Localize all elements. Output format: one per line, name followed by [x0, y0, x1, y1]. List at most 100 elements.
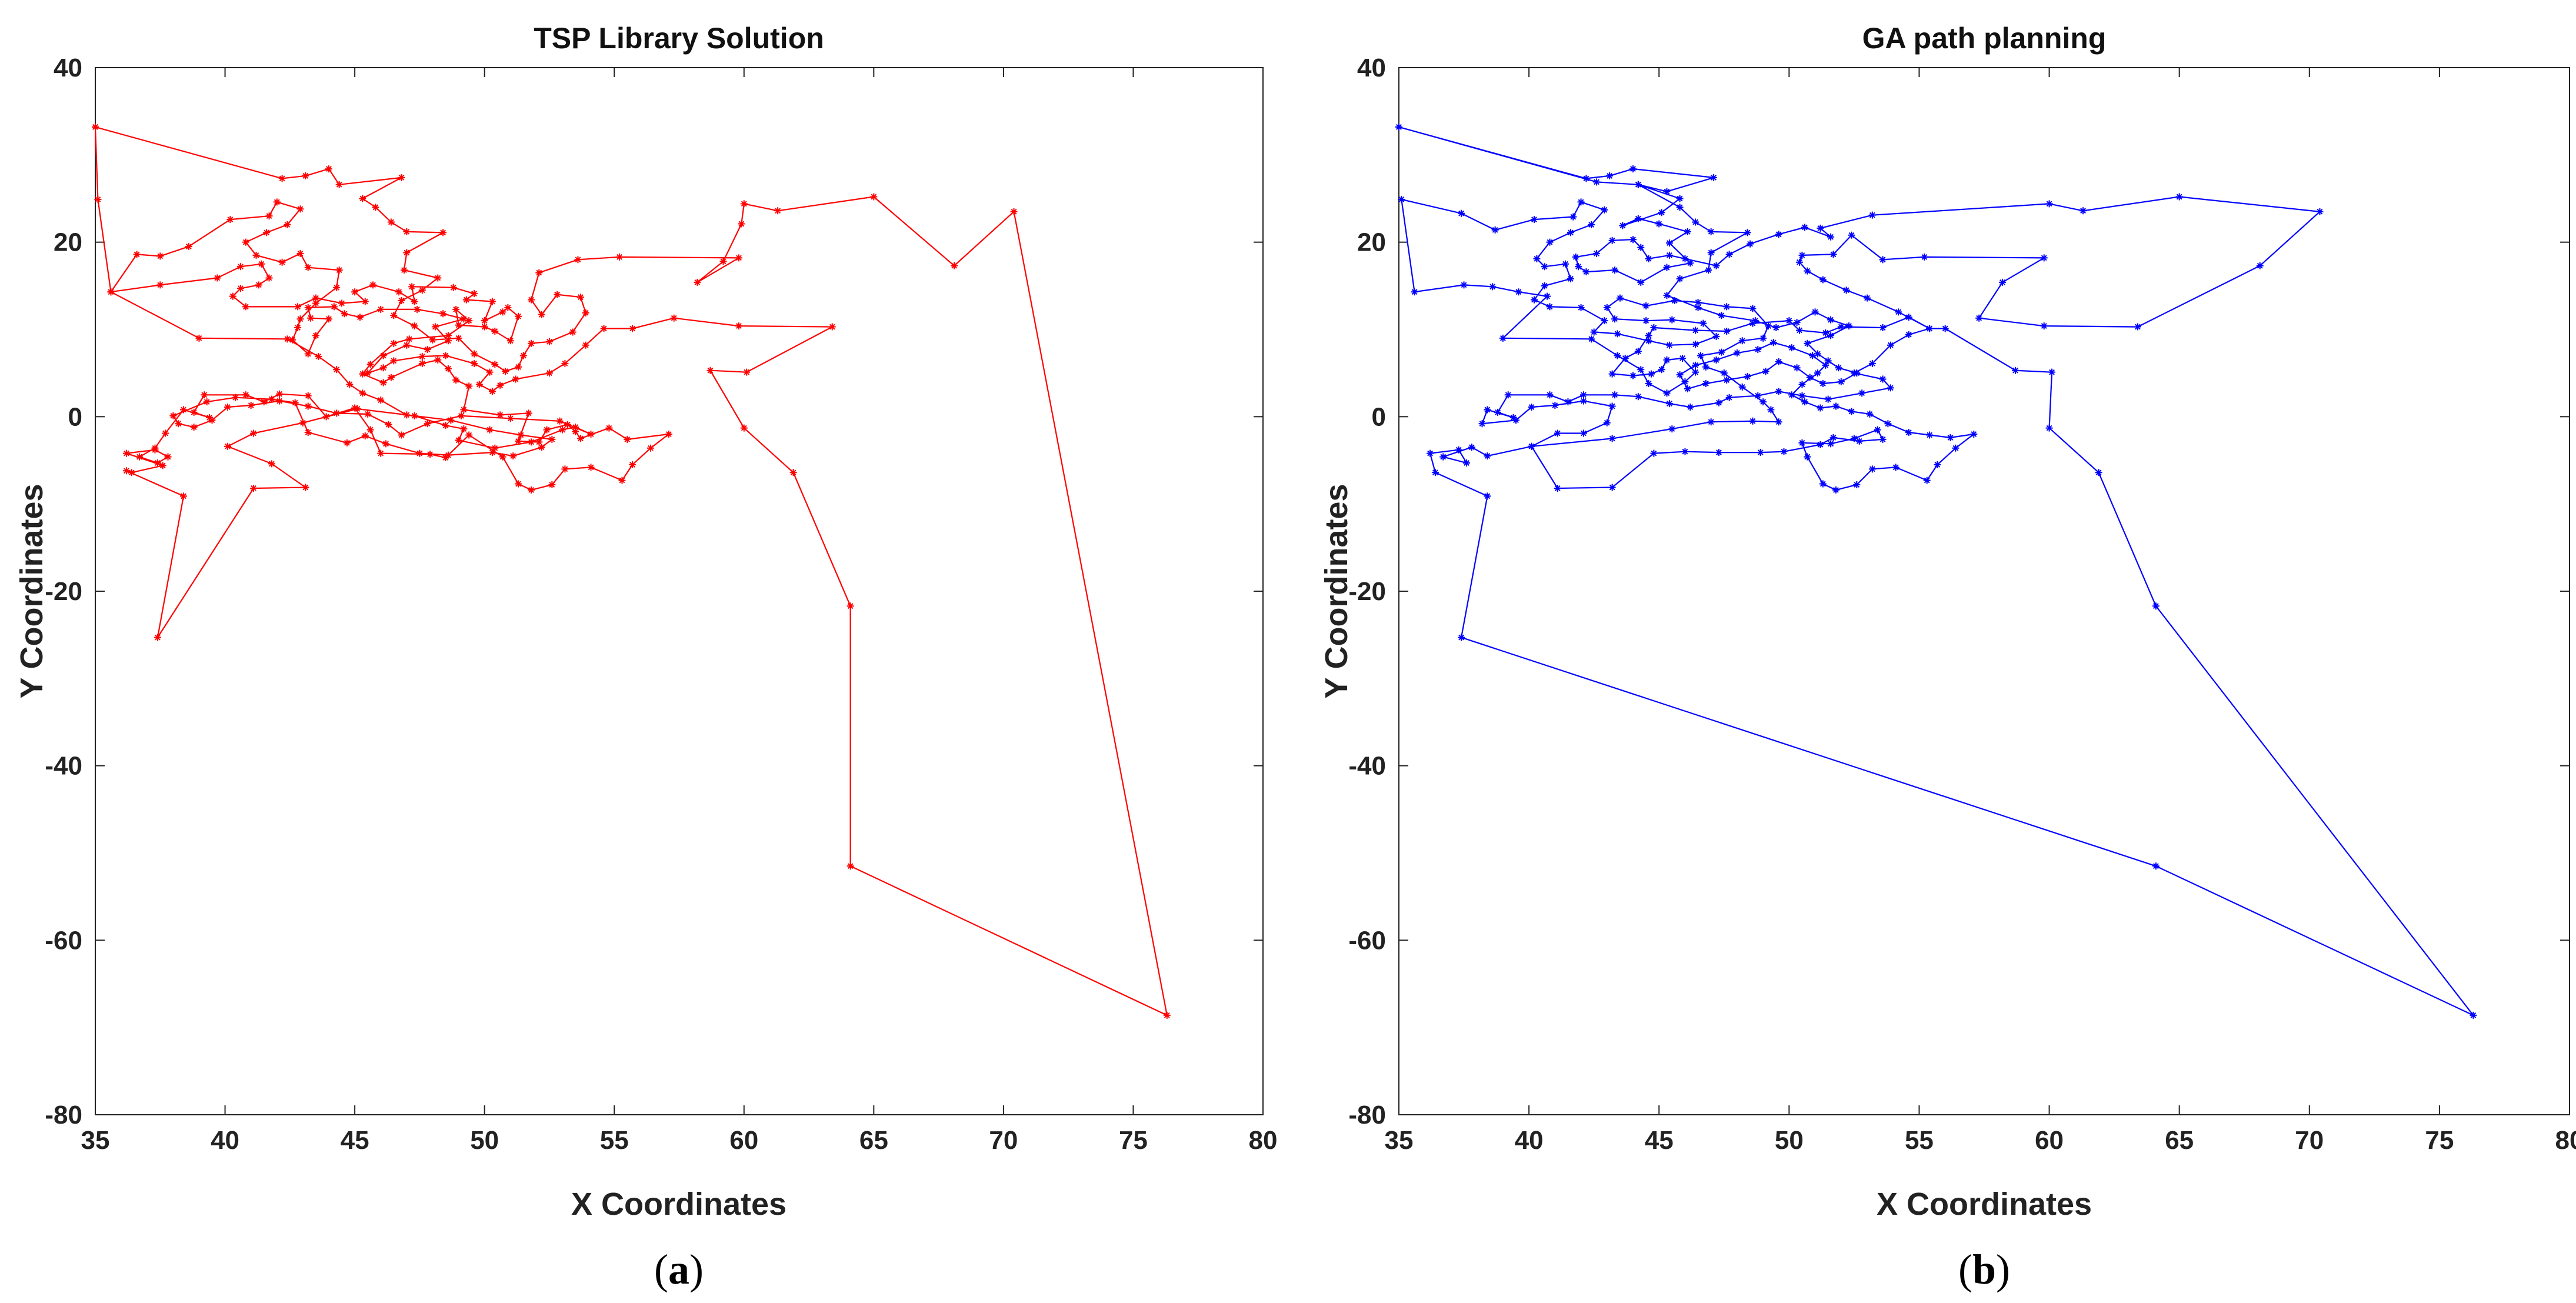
panel-a-data-point — [449, 284, 457, 291]
panel-b-data-point — [1499, 334, 1507, 342]
panel-b-data-point — [1577, 304, 1585, 311]
panel-a-data-point — [390, 357, 398, 365]
panel-a-data-point — [486, 368, 494, 376]
panel-b-y-tick-label: -20 — [1348, 577, 1386, 606]
panel-a-data-point — [346, 381, 354, 388]
panel-a-x-tick-label: 80 — [1249, 1126, 1278, 1155]
panel-b-data-point — [1835, 364, 1842, 372]
panel-b-x-ticks: 35 40 45 50 55 60 65 70 75 80 — [1385, 68, 2576, 1155]
panel-b-data-point — [1824, 395, 1832, 403]
panel-a-data-point — [465, 382, 473, 390]
panel-b-data-point — [1775, 358, 1782, 365]
panel-a-data-point — [237, 285, 245, 292]
panel-a-data-point — [159, 462, 166, 469]
panel-a-data-point — [302, 172, 309, 179]
panel-b-data-point — [1676, 204, 1684, 211]
panel-b-data-point — [1848, 231, 1855, 239]
panel-a-data-point — [789, 469, 797, 476]
panel-a-data-point — [431, 323, 439, 331]
panel-b-data-point — [1832, 486, 1839, 494]
panel-a-data-point — [411, 322, 418, 330]
panel-b-data-point — [1905, 331, 1912, 338]
panel-b-data-point — [1829, 251, 1837, 258]
panel-a-data-point — [214, 274, 221, 282]
panel-b-data-point — [1837, 378, 1845, 385]
panel-a-data-point — [504, 304, 512, 311]
panel-b-y-tick-label: 40 — [1357, 54, 1386, 82]
panel-a-data-point — [400, 266, 408, 274]
panel-b-data-point — [1541, 263, 1548, 271]
panel-b-data-point — [1608, 236, 1616, 244]
panel-b-data-point — [1998, 278, 2006, 286]
panel-a-data-point — [156, 252, 164, 260]
panel-b-data-point — [1715, 449, 1722, 456]
panel-a-data-point — [263, 229, 271, 236]
panel-a-data-point — [387, 374, 395, 381]
panel-b-data-point — [1554, 484, 1561, 492]
panel-a-data-point — [265, 212, 273, 220]
panel-a-data-point — [390, 339, 398, 347]
panel-b-data-point — [1645, 337, 1652, 345]
panel-a-data-point — [743, 368, 751, 376]
panel-b-data-point — [1590, 328, 1598, 336]
panel-a-data-point — [364, 369, 372, 377]
panel-a-data-point — [185, 243, 192, 251]
panel-b-data-point — [1588, 221, 1595, 228]
panel-a-data-point — [548, 481, 556, 489]
panel-a-data-point — [255, 281, 262, 289]
panel-b-data-point — [1804, 267, 1811, 275]
panel-a-data-point — [312, 332, 319, 339]
panel-b-data-point — [1663, 264, 1671, 271]
panel-b-data-point — [1827, 332, 1835, 339]
panel-a-data-point — [576, 294, 584, 301]
panel-a-data-point — [444, 337, 452, 345]
panel-a-data-point — [377, 396, 385, 404]
panel-b-data-point — [1431, 469, 1439, 476]
panel-b-data-point — [1780, 448, 1788, 455]
panel-a-data-point — [870, 193, 878, 201]
panel-b-data-point — [1614, 352, 1621, 359]
panel-a-data-point — [379, 379, 387, 386]
panel-b-series — [1395, 123, 2477, 1019]
panel-b-data-point — [1530, 216, 1538, 224]
panel-b-data-point — [1710, 174, 1718, 181]
panel-a-data-point — [359, 389, 366, 397]
panel-b-data-point — [1692, 361, 1699, 369]
panel-a-data-point — [364, 410, 372, 418]
panel-a-data-point — [481, 323, 488, 331]
panel-a-data-point — [366, 361, 374, 368]
panel-a-data-point — [395, 288, 403, 296]
panel-b-title: GA path planning — [1862, 22, 2107, 55]
panel-b-x-tick-label: 65 — [2165, 1126, 2194, 1155]
panel-b-data-point — [1744, 373, 1751, 381]
panel-a-data-point — [576, 435, 584, 442]
panel-a-data-point — [413, 305, 421, 313]
panel-b-data-point — [1702, 379, 1709, 387]
panel-a-data-point — [224, 404, 231, 411]
panel-a-data-point — [740, 200, 748, 208]
panel-b-data-point — [2012, 366, 2020, 374]
panel-a-data-point — [694, 278, 701, 286]
panel-a-data-point — [457, 412, 465, 419]
panel-b-data-point — [1687, 259, 1694, 267]
panel-b-data-point — [1427, 449, 1434, 457]
panel-b-data-point — [2048, 368, 2055, 376]
panel-b-data-point — [1663, 356, 1671, 364]
panel-b-data-point — [1879, 375, 1887, 383]
panel-b-data-point — [1687, 404, 1694, 411]
panel-a-data-point — [528, 296, 535, 304]
panel-b-data-point — [1611, 391, 1619, 399]
panel-b-data-point — [1637, 244, 1645, 251]
panel-a-data-point — [559, 426, 566, 434]
panel-a-data-point — [496, 381, 504, 389]
panel-a-data-point — [304, 304, 312, 311]
panel-b-data-point — [1494, 408, 1502, 416]
panel-a-data-point — [455, 321, 462, 329]
panel-a-data-point — [491, 361, 499, 368]
panel-a-data-point — [405, 335, 413, 343]
panel-b-data-point — [1879, 256, 1887, 264]
panel-b-y-tick-label: 0 — [1372, 402, 1386, 431]
panel-b-data-point — [1541, 282, 1548, 289]
panel-a-data-point — [564, 421, 571, 428]
